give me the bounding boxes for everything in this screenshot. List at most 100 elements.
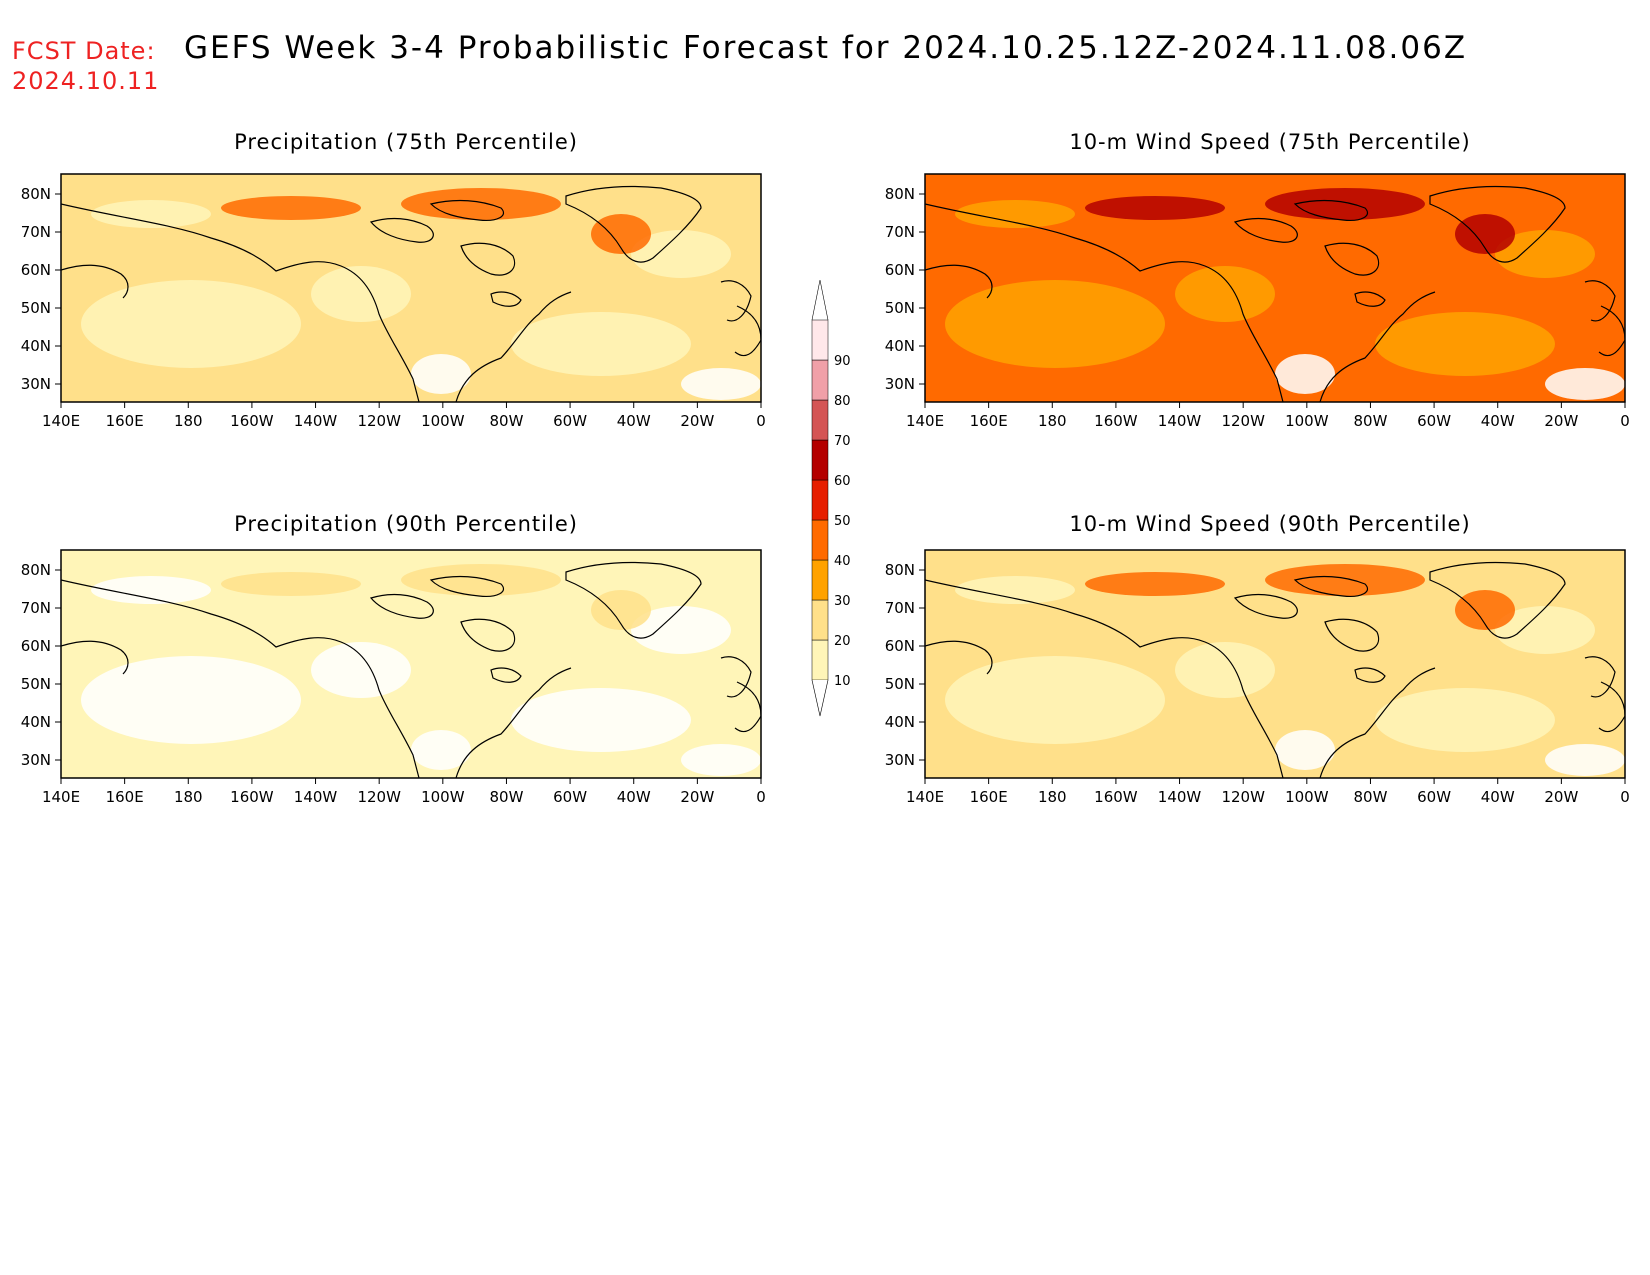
coastline	[369, 593, 434, 619]
coastline	[490, 667, 522, 683]
colorbar-swatch	[811, 319, 829, 361]
lon-label: 160E	[106, 788, 144, 806]
contour-region	[1495, 606, 1595, 654]
colorbar-label: 70	[834, 434, 851, 449]
contour-region	[1175, 642, 1275, 698]
coastline	[455, 667, 572, 778]
panel-title-wind-75: 10-m Wind Speed (75th Percentile)	[1069, 130, 1471, 154]
colorbar-swatch	[811, 639, 829, 681]
coastline	[1598, 305, 1625, 357]
lon-label: 140W	[294, 788, 338, 806]
lon-label: 0	[1620, 788, 1630, 806]
lon-label: 140E	[906, 412, 944, 430]
contour-region	[511, 688, 691, 752]
colorbar-swatch	[811, 559, 829, 601]
lon-label: 140E	[42, 412, 80, 430]
coastline	[1233, 593, 1298, 619]
lon-label: 80W	[1353, 412, 1387, 430]
colorbar-label: 60	[834, 474, 851, 489]
colorbar-swatch	[811, 519, 829, 561]
map-field	[925, 550, 1625, 778]
lon-label: 60W	[553, 412, 587, 430]
contour-region	[401, 188, 561, 220]
coastline	[1293, 575, 1369, 597]
map-frame	[924, 173, 1626, 403]
lon-label: 120W	[1221, 788, 1265, 806]
contour-region	[411, 730, 471, 770]
contour-region	[1545, 368, 1625, 400]
colorbar-bottom-arrow	[811, 679, 829, 717]
map-wind-75: 140E 160E 180 160W 140W 120W 100W 80W 60W 40W 20W 0…	[885, 173, 1630, 430]
coastline	[1324, 618, 1380, 652]
forecast-date-value: 2024.10.11	[12, 67, 160, 95]
lat-label: 30N	[885, 375, 915, 393]
lat-label: 30N	[21, 375, 51, 393]
lon-label: 20W	[680, 412, 714, 430]
lon-label: 120W	[357, 788, 401, 806]
lon-label: 20W	[1544, 412, 1578, 430]
lon-label: 20W	[680, 788, 714, 806]
map-frame	[924, 549, 1626, 779]
colorbar-swatch	[811, 599, 829, 641]
lon-label: 180	[1038, 788, 1067, 806]
lon-label: 140E	[906, 788, 944, 806]
map-wind-90: 140E 160E 180 160W 140W 120W 100W 80W 60W 40W 20W 0…	[885, 549, 1630, 806]
coastline	[1324, 242, 1380, 276]
forecast-date-label: FCST Date:	[12, 37, 156, 65]
lat-label: 50N	[885, 675, 915, 693]
coastline	[734, 305, 761, 357]
coastline	[1354, 667, 1386, 683]
coastline	[720, 656, 752, 698]
lat-label: 30N	[885, 751, 915, 769]
map-field	[61, 550, 761, 778]
colorbar-label: 50	[834, 514, 851, 529]
coastline	[565, 185, 702, 263]
contour-region	[1275, 354, 1335, 394]
lon-label: 60W	[1417, 788, 1451, 806]
coastline	[720, 280, 752, 322]
lon-label: 120W	[357, 412, 401, 430]
contour-region	[1265, 564, 1425, 596]
lon-label: 160W	[1094, 412, 1138, 430]
lon-label: 160E	[106, 412, 144, 430]
coastline	[369, 217, 434, 243]
coastline	[1584, 656, 1616, 698]
coastline	[1429, 561, 1566, 639]
lat-label: 80N	[885, 561, 915, 579]
lon-label: 0	[1620, 412, 1630, 430]
lon-label: 160W	[230, 788, 274, 806]
colorbar-label: 30	[834, 594, 851, 609]
panel-title-precip-75: Precipitation (75th Percentile)	[234, 130, 578, 154]
contour-region	[1375, 688, 1555, 752]
coastline	[490, 291, 522, 307]
contour-region	[1455, 214, 1515, 254]
coastline	[61, 579, 420, 778]
contour-region	[511, 312, 691, 376]
colorbar-label: 20	[834, 634, 851, 649]
lon-label: 180	[174, 788, 203, 806]
lon-label: 180	[174, 412, 203, 430]
lon-label: 80W	[489, 788, 523, 806]
lon-label: 160W	[1094, 788, 1138, 806]
lon-label: 160W	[230, 412, 274, 430]
contour-region	[955, 576, 1075, 604]
lon-label: 0	[756, 788, 766, 806]
map-precip-90: 140E 160E 180 160W 140W 120W 100W 80W 60W 40W 20W 0…	[21, 549, 766, 806]
map-field	[61, 174, 761, 402]
contour-region	[1455, 590, 1515, 630]
lon-label: 120W	[1221, 412, 1265, 430]
contour-region	[411, 354, 471, 394]
colorbar-swatch	[811, 359, 829, 401]
lon-label: 60W	[1417, 412, 1451, 430]
contour-region	[945, 656, 1165, 744]
colorbar-swatch	[811, 479, 829, 521]
coastline	[460, 242, 516, 276]
coastline	[429, 199, 505, 221]
lat-label: 70N	[21, 223, 51, 241]
contour-region	[311, 266, 411, 322]
lon-label: 140W	[1158, 412, 1202, 430]
lon-label: 180	[1038, 412, 1067, 430]
colorbar-label: 10	[834, 674, 851, 689]
contour-region	[591, 214, 651, 254]
